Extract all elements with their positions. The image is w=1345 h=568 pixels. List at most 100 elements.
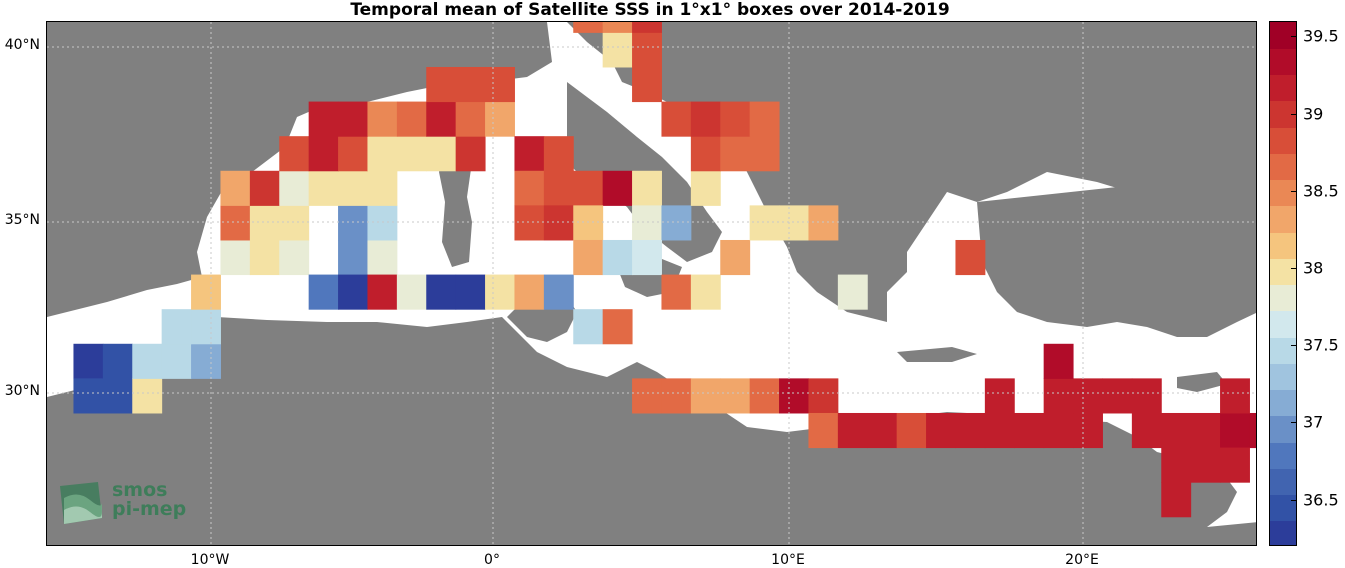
sss-cell <box>955 239 986 276</box>
sss-cell <box>102 343 133 379</box>
colorbar-step <box>1270 153 1296 180</box>
sss-cell <box>632 22 662 33</box>
colorbar-step <box>1270 205 1296 233</box>
sss-cell <box>455 101 486 137</box>
logo-line-pimep: pi-mep <box>112 498 187 520</box>
colorbar-tick-label: 39.5 <box>1303 26 1339 46</box>
sss-cell <box>191 309 221 345</box>
map-area <box>46 21 1257 546</box>
sss-cell <box>102 378 133 414</box>
logo-line-smos: smos <box>112 479 168 501</box>
sss-cell <box>573 22 604 33</box>
land-turkey <box>977 172 1256 337</box>
sss-cell <box>690 170 721 206</box>
sss-cell <box>514 170 545 206</box>
sss-cell <box>720 378 751 414</box>
sss-cell <box>1131 378 1162 414</box>
sss-cell <box>690 378 721 414</box>
lat-label-35n: 35°N <box>4 212 40 228</box>
sss-cell <box>1073 412 1103 449</box>
sss-cell <box>338 205 368 241</box>
colorbar-step <box>1270 415 1296 443</box>
sss-cell <box>455 274 486 310</box>
sss-cell <box>543 136 574 172</box>
lon-label-10w: 10°W <box>190 552 230 568</box>
sss-cell <box>749 136 780 172</box>
sss-cell <box>749 378 780 414</box>
sss-cell <box>926 412 956 449</box>
sss-cell <box>602 32 633 68</box>
sss-cell <box>367 205 398 241</box>
colorbar-tick-label: 38 <box>1303 258 1324 278</box>
sss-cell <box>514 136 545 172</box>
sss-cell <box>720 136 751 172</box>
colorbar-step <box>1270 179 1296 207</box>
sss-cell <box>1102 378 1133 414</box>
sss-cell <box>749 101 780 137</box>
sss-cell <box>338 136 368 172</box>
sss-cell <box>1220 412 1250 449</box>
colorbar-step <box>1270 442 1296 469</box>
sss-cell <box>573 170 604 206</box>
sss-cell <box>426 274 457 310</box>
sss-cell <box>690 274 721 310</box>
sss-cell <box>632 378 662 414</box>
logo-text: smos pi-mep <box>112 481 186 519</box>
sss-cell <box>1043 343 1074 379</box>
sss-cell <box>1131 412 1162 449</box>
sss-cell <box>426 136 457 172</box>
sss-cell <box>132 378 163 414</box>
sss-cell <box>661 378 692 414</box>
sss-cell <box>955 412 986 449</box>
sss-cell <box>485 274 515 310</box>
sss-cell <box>279 136 310 172</box>
colorbar-tick <box>1291 422 1297 424</box>
sss-cell <box>249 239 280 276</box>
sss-cell <box>367 274 398 310</box>
sss-cell <box>543 170 574 206</box>
colorbar-step <box>1270 258 1296 285</box>
map-title: Temporal mean of Satellite SSS in 1°x1° … <box>350 0 950 20</box>
colorbar-tick-label: 38.5 <box>1303 181 1339 201</box>
colorbar-tick <box>1291 268 1297 270</box>
sss-cell <box>837 274 868 310</box>
sss-cell <box>161 343 192 379</box>
sss-cell <box>749 205 780 241</box>
sss-cell <box>367 136 398 172</box>
sss-cell <box>661 101 692 137</box>
sss-cell <box>808 205 839 241</box>
sss-cell <box>396 274 427 310</box>
colorbar-step <box>1270 310 1296 338</box>
sss-cell <box>779 378 809 414</box>
sss-cell <box>984 412 1015 449</box>
sss-cell <box>1161 447 1192 483</box>
sss-cell <box>396 136 427 172</box>
sss-cell <box>308 136 339 172</box>
sss-cell <box>632 66 662 103</box>
heatmap-cells <box>73 22 1256 518</box>
colorbar-step <box>1270 494 1296 522</box>
sss-cell <box>279 170 310 206</box>
sss-cell <box>837 412 868 449</box>
sss-cell <box>984 378 1015 414</box>
colorbar-step <box>1270 520 1296 545</box>
sss-cell <box>455 136 486 172</box>
sss-cell <box>602 170 633 206</box>
sss-cell <box>1161 412 1192 449</box>
colorbar-tick <box>1291 190 1297 192</box>
sss-heatmap <box>47 22 1256 545</box>
colorbar-tick-label: 37.5 <box>1303 335 1339 355</box>
sss-cell <box>1190 447 1221 483</box>
sss-cell <box>367 170 398 206</box>
colorbar-tick-label: 39 <box>1303 104 1324 124</box>
sss-cell <box>367 101 398 137</box>
colorbar-step <box>1270 389 1296 417</box>
colorbar-tick <box>1291 345 1297 347</box>
colorbar-step <box>1270 74 1296 102</box>
sss-cell <box>1220 447 1250 483</box>
sss-cell <box>1161 482 1192 518</box>
sss-cell <box>573 239 604 276</box>
sss-cell <box>308 170 339 206</box>
sss-cell <box>249 170 280 206</box>
sss-cell <box>573 309 604 345</box>
